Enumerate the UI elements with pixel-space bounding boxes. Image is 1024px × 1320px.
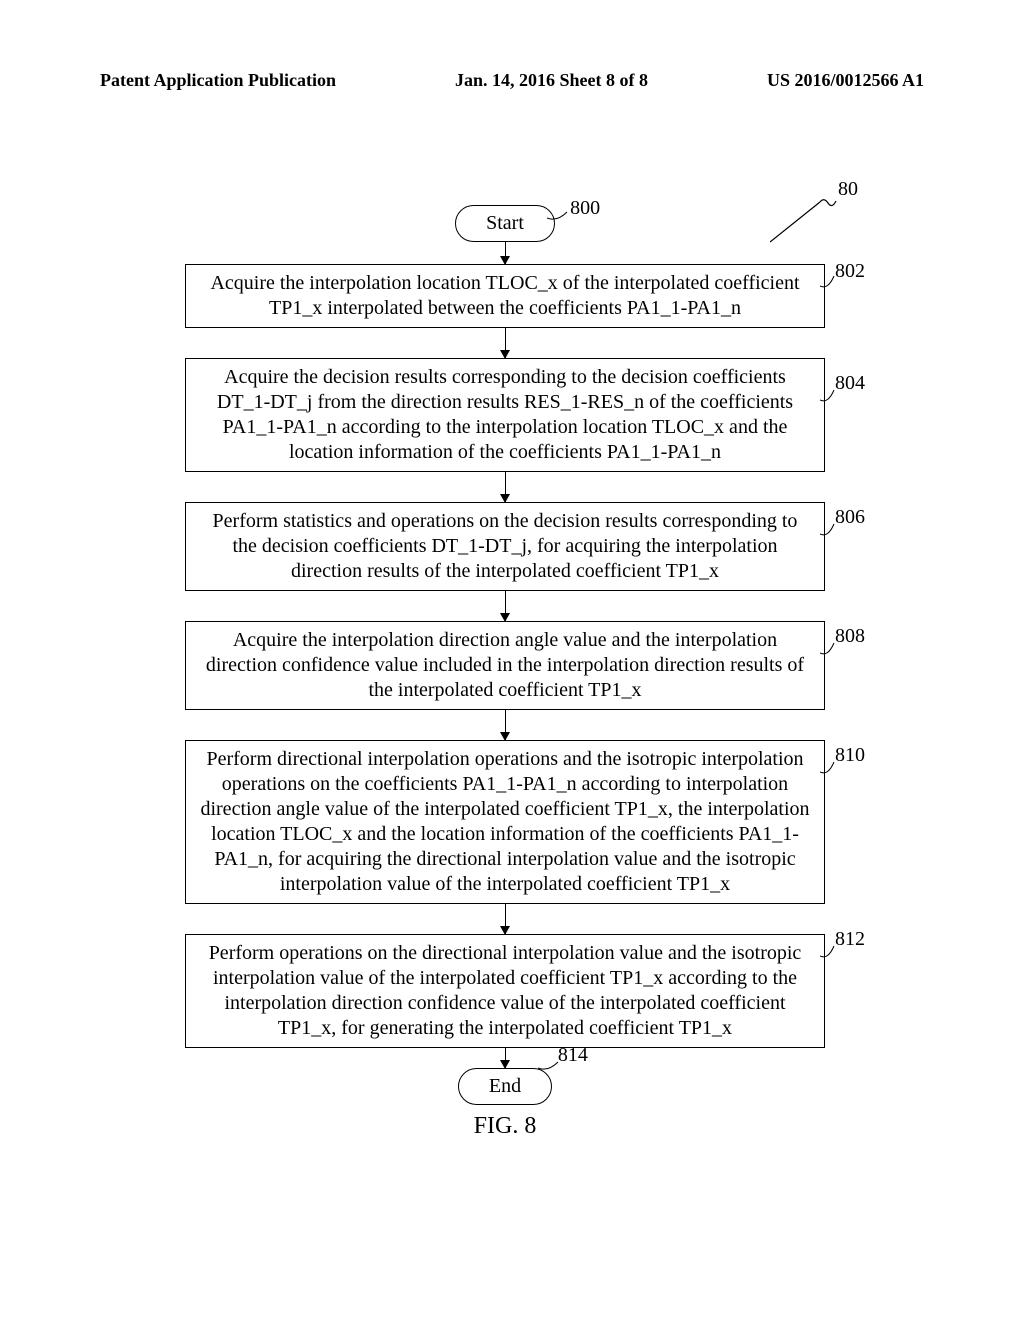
label-810: 810	[835, 744, 865, 767]
arrow-4	[505, 591, 506, 621]
label-812: 812	[835, 928, 865, 951]
page-header: Patent Application Publication Jan. 14, …	[0, 70, 1024, 91]
arrow-5	[505, 710, 506, 740]
leader-812	[820, 942, 838, 960]
leader-806	[820, 520, 838, 538]
label-800: 800	[570, 197, 600, 220]
figure-caption: FIG. 8	[474, 1113, 537, 1140]
header-left: Patent Application Publication	[100, 70, 336, 91]
step-808: Acquire the interpolation direction angl…	[185, 621, 825, 710]
leader-804	[820, 386, 838, 404]
label-806: 806	[835, 506, 865, 529]
header-right: US 2016/0012566 A1	[767, 70, 924, 91]
leader-800	[547, 208, 572, 222]
step-806: Perform statistics and operations on the…	[185, 502, 825, 591]
flowchart: Start 800 Acquire the interpolation loca…	[185, 205, 825, 1140]
arrow-6	[505, 904, 506, 934]
step-802: Acquire the interpolation location TLOC_…	[185, 264, 825, 328]
ref-80: 80	[838, 178, 858, 201]
leader-802	[820, 272, 838, 290]
terminal-end: End	[458, 1068, 552, 1105]
label-808: 808	[835, 625, 865, 648]
label-802: 802	[835, 260, 865, 283]
page-root: Patent Application Publication Jan. 14, …	[0, 0, 1024, 1320]
label-814: 814	[558, 1044, 588, 1067]
leader-814	[538, 1058, 560, 1072]
step-810: Perform directional interpolation operat…	[185, 740, 825, 904]
leader-808	[820, 639, 838, 657]
step-804: Acquire the decision results correspondi…	[185, 358, 825, 472]
header-center: Jan. 14, 2016 Sheet 8 of 8	[455, 70, 648, 91]
arrow-7	[505, 1048, 506, 1068]
terminal-start: Start	[455, 205, 555, 242]
arrow-3	[505, 472, 506, 502]
label-804: 804	[835, 372, 865, 395]
step-812: Perform operations on the directional in…	[185, 934, 825, 1048]
arrow-2	[505, 328, 506, 358]
arrow-1	[505, 242, 506, 264]
leader-810	[820, 758, 838, 776]
